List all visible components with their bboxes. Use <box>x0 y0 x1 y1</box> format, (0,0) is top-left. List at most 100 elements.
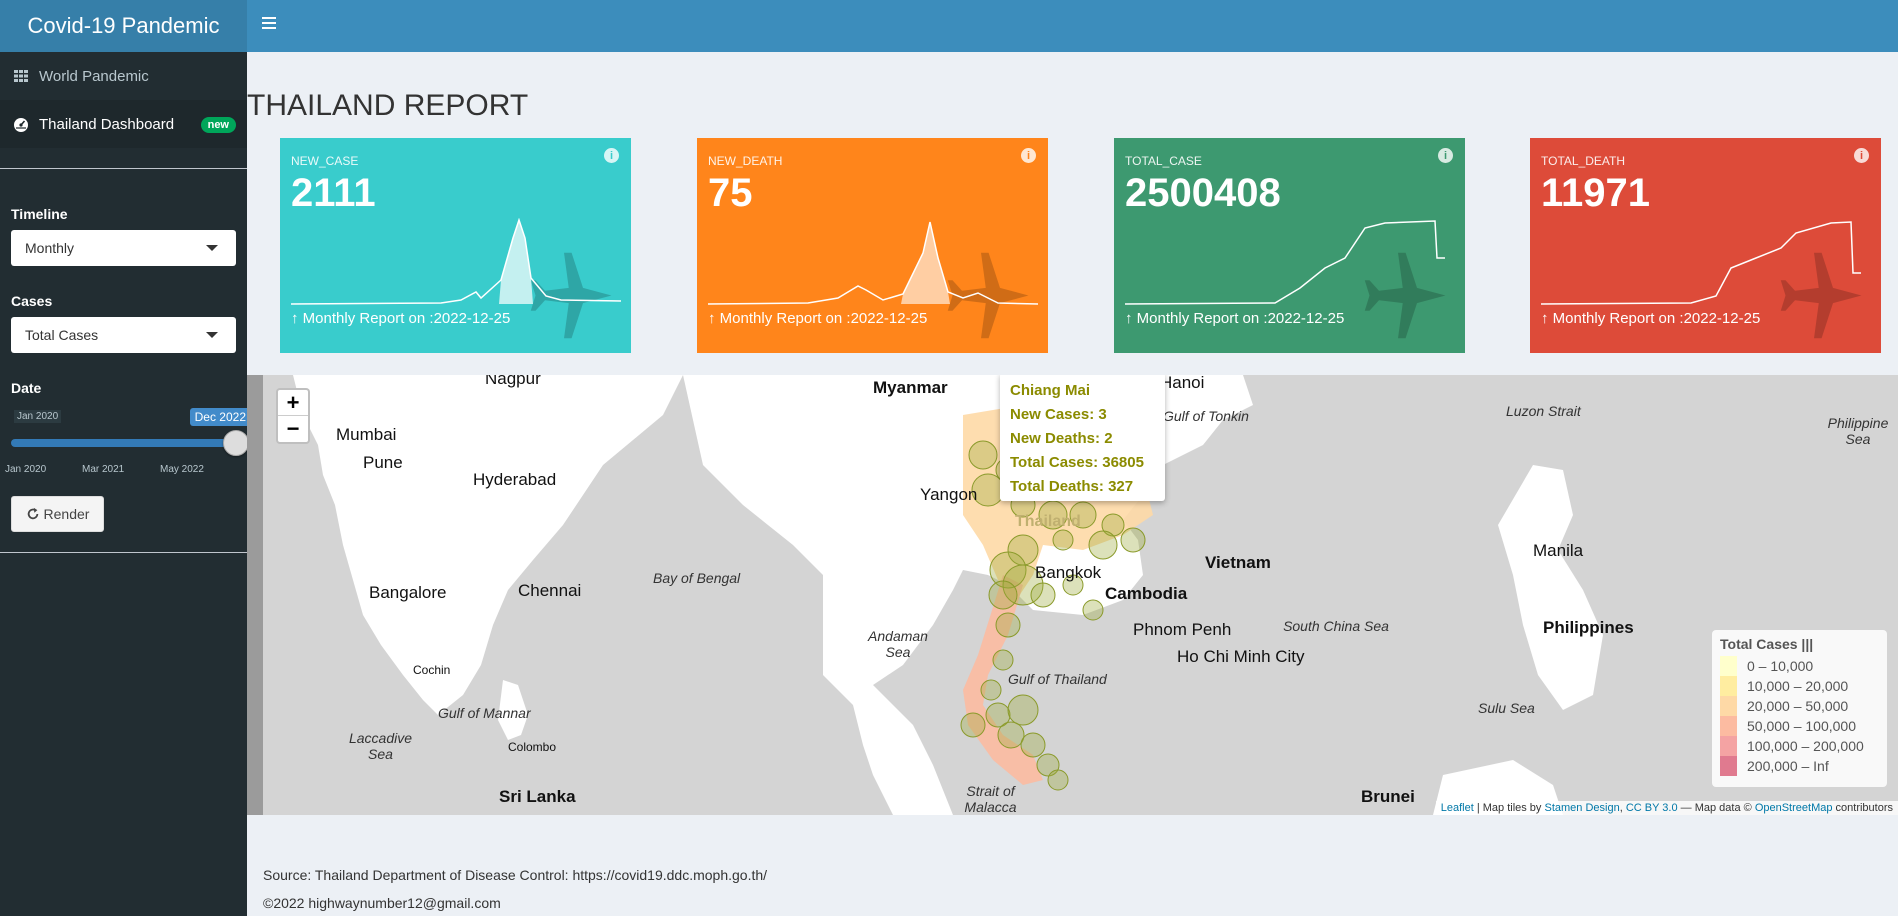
slider-track[interactable] <box>11 439 236 447</box>
box-footer: ↑ Monthly Report on :2022-12-25 <box>291 310 511 327</box>
divider <box>0 168 247 169</box>
map-label: Cambodia <box>1105 584 1188 603</box>
map-label: Sri Lanka <box>499 787 576 806</box>
sidebar-item-thailand-dashboard[interactable]: Thailand Dashboard new <box>0 100 247 148</box>
chevron-down-icon <box>206 332 218 338</box>
map-label: Philippines <box>1543 618 1634 637</box>
sidebar: World Pandemic Thailand Dashboard new Ti… <box>0 52 251 916</box>
map-label: Manila <box>1533 541 1584 560</box>
box-value: 2500408 <box>1125 171 1281 215</box>
slider-tick: Jan 2020 <box>5 464 47 475</box>
info-icon[interactable]: i <box>1438 148 1453 163</box>
zoom-out-button[interactable]: − <box>286 416 300 441</box>
map-label: Mumbai <box>336 425 397 444</box>
legend-item: 0 – 10,000 <box>1720 656 1879 676</box>
legend-label: 100,000 – 200,000 <box>1747 738 1864 754</box>
box-value: 11971 <box>1541 171 1651 215</box>
legend-item: 100,000 – 200,000 <box>1720 736 1879 756</box>
info-icon[interactable]: i <box>1021 148 1036 163</box>
date-slider[interactable]: Jan 2020 Dec 2022 Jan 2020 Mar 2021 May … <box>5 396 251 476</box>
map-label: Gulf of Mannar <box>438 705 531 721</box>
grid-icon <box>14 70 28 82</box>
legend-swatch <box>1720 716 1737 736</box>
cases-label: Cases <box>11 293 53 309</box>
sparkline-chart <box>1125 220 1445 305</box>
map-label: Vietnam <box>1205 553 1271 572</box>
map-label: Gulf of Tonkin <box>1163 408 1249 424</box>
map-label: Brunei <box>1361 787 1415 806</box>
leaflet-map[interactable]: + − Myanmar Hanoi Gulf of Tonkin Luzon S… <box>263 375 1898 815</box>
info-icon[interactable]: i <box>1854 148 1869 163</box>
cc-link[interactable]: CC BY 3.0 <box>1625 802 1678 814</box>
stamen-link[interactable]: Stamen Design <box>1544 802 1620 814</box>
map-attribution: Leaflet | Map tiles by Stamen Design, CC… <box>1435 801 1898 815</box>
map-label: Strait of Malacca <box>964 783 1017 815</box>
sidebar-item-label: World Pandemic <box>39 67 149 85</box>
map-label: Chennai <box>518 581 582 600</box>
legend-item: 200,000 – Inf <box>1720 756 1879 776</box>
map-label: Colombo <box>508 740 557 754</box>
sparkline-chart <box>708 221 1038 305</box>
legend-swatch <box>1720 736 1737 756</box>
box-label: NEW_CASE <box>291 154 359 168</box>
legend-swatch <box>1720 676 1737 696</box>
land-india <box>293 375 683 715</box>
popup-province: Chiang Mai <box>1010 382 1091 399</box>
land-philippines <box>1498 465 1603 710</box>
map-label: Ho Chi Minh City <box>1177 647 1305 666</box>
box-footer: ↑ Monthly Report on :2022-12-25 <box>1541 310 1761 327</box>
map-label: Luzon Strait <box>1506 403 1581 419</box>
plane-icon <box>530 252 612 339</box>
cases-selected-value: Total Cases <box>25 327 99 343</box>
date-label: Date <box>11 380 42 396</box>
map-label: Cochin <box>413 663 451 677</box>
box-label: NEW_DEATH <box>708 154 783 168</box>
slider-current-label: Dec 2022 <box>189 408 251 426</box>
attribution-text: contributors <box>1832 802 1893 814</box>
render-button[interactable]: Render <box>11 496 104 532</box>
map-label: Philippine Sea <box>1827 415 1889 447</box>
box-footer: ↑ Monthly Report on :2022-12-25 <box>708 310 928 327</box>
info-icon[interactable]: i <box>604 148 619 163</box>
leaflet-link[interactable]: Leaflet <box>1440 802 1474 814</box>
box-footer: ↑ Monthly Report on :2022-12-25 <box>1125 310 1345 327</box>
sidebar-toggle-icon[interactable] <box>262 14 284 36</box>
app-title: Covid-19 Pandemic <box>0 0 247 52</box>
timeline-label: Timeline <box>11 206 68 222</box>
cases-select[interactable]: Total Cases <box>11 317 236 353</box>
timeline-select[interactable]: Monthly <box>11 230 236 266</box>
map-label: Hyderabad <box>473 470 557 489</box>
slider-tick: Mar 2021 <box>82 464 125 475</box>
attribution-text: — Map data © <box>1677 802 1755 814</box>
top-navbar <box>247 0 1898 52</box>
chevron-down-icon <box>206 245 218 251</box>
map-label: Thailand <box>1015 513 1081 530</box>
timeline-selected-value: Monthly <box>25 240 75 256</box>
page-title: THAILAND REPORT <box>247 89 529 122</box>
legend-label: 200,000 – Inf <box>1747 758 1829 774</box>
total-death-box: TOTAL_DEATH 11971 i ↑ Monthly Report on … <box>1530 138 1881 353</box>
slider-handle[interactable] <box>223 430 249 456</box>
legend-swatch <box>1720 756 1737 776</box>
map-label: Andaman Sea <box>868 628 928 660</box>
map-label: South China Sea <box>1283 618 1389 634</box>
map-label: Bangkok <box>1035 563 1102 582</box>
map-legend: Total Cases ||| 0 – 10,000 10,000 – 20,0… <box>1712 630 1887 787</box>
slider-min-label: Jan 2020 <box>14 410 62 423</box>
map-label: Laccadive Sea <box>348 730 413 762</box>
legend-label: 0 – 10,000 <box>1747 658 1814 674</box>
zoom-in-button[interactable]: + <box>278 390 308 416</box>
legend-label: 20,000 – 50,000 <box>1747 698 1849 714</box>
sparkline-chart <box>1541 221 1861 305</box>
copyright-text: ©2022 highwaynumber12@gmail.com <box>263 895 501 911</box>
map-zoom-control: + − <box>276 388 310 444</box>
source-text: Source: Thailand Department of Disease C… <box>263 867 768 883</box>
plane-icon <box>947 252 1029 339</box>
divider <box>0 552 247 553</box>
legend-swatch <box>1720 696 1737 716</box>
map-label: Bay of Bengal <box>653 570 741 586</box>
osm-link[interactable]: OpenStreetMap <box>1754 802 1833 814</box>
new-badge: new <box>200 117 236 133</box>
map-label: Yangon <box>920 485 978 504</box>
sidebar-item-world-pandemic[interactable]: World Pandemic <box>0 52 247 100</box>
